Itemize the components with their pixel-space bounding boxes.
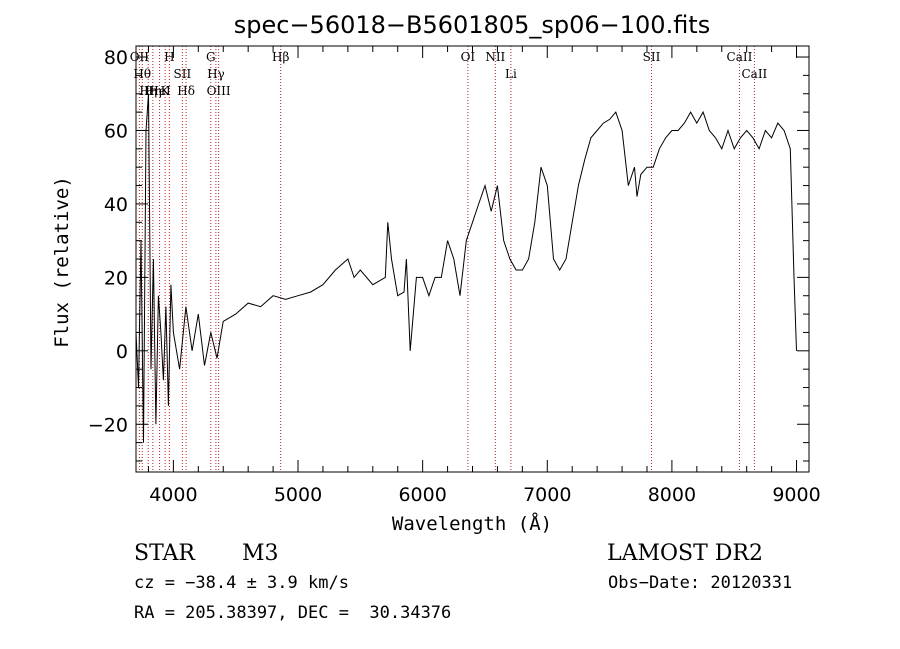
plot-frame [135,45,810,473]
spectral-line-label: Hη [144,84,162,98]
y-axis-label: Flux (relative) [51,176,73,348]
spectral-line-label: CaII [727,50,753,64]
spectral-line-label: OIII [207,84,231,98]
spectral-line-label: SII [643,50,661,64]
spectral-line-label: CaII [741,67,767,81]
spectral-line-label: Hη [139,84,157,98]
spectral-line-label: Li [505,67,517,81]
spectral-line-label: Hδ [177,84,195,98]
x-tick-label: 8000 [648,484,696,506]
spectral-line-label: OII [130,50,150,64]
y-tick-label: 40 [104,194,128,216]
y-tick-label: 60 [104,120,128,142]
spectral-line-label: H [164,50,174,64]
spectral-line-label: Hθ [133,67,151,81]
x-tick-label: 5000 [274,484,322,506]
x-tick-label: 6000 [398,484,446,506]
y-tick-label: 0 [116,341,128,363]
x-axis-ticks: 4000 5000 6000 7000 8000 9000 [147,46,821,506]
spectrum-series [135,93,797,443]
spectral-line-label: NII [485,50,505,64]
obs-date: Obs−Date: 20120331 [608,573,793,593]
y-tick-label: 20 [104,267,128,289]
y-tick-label: −20 [88,414,128,436]
y-axis-ticks: −20 0 20 40 60 80 [88,47,809,462]
spectral-line-label: G [206,50,216,64]
spectral-line-label: Hγ [207,67,225,81]
y-tick-label: 80 [104,47,128,69]
spectral-line-label: HeI [148,84,171,98]
object-subclass: M3 [242,541,279,566]
spectral-line-label: SII [174,67,192,81]
spectral-line-label: OI [461,50,476,64]
object-class: STAR [134,541,195,566]
x-axis-label: Wavelength (Å) [392,512,552,535]
x-tick-label: 4000 [149,484,197,506]
coordinates: RA = 205.38397, DEC = 30.34376 [134,603,452,623]
spectral-lines [138,46,755,472]
x-tick-label: 7000 [523,484,571,506]
spectral-line-label: K [161,84,171,98]
chart-title: spec−56018−B5601805_sp06−100.fits [234,11,710,39]
x-tick-label: 9000 [772,484,820,506]
spectral-line-label: Hβ [272,50,289,64]
redshift-info: cz = −38.4 ± 3.9 km/s [134,573,349,593]
survey-name: LAMOST DR2 [607,541,763,566]
